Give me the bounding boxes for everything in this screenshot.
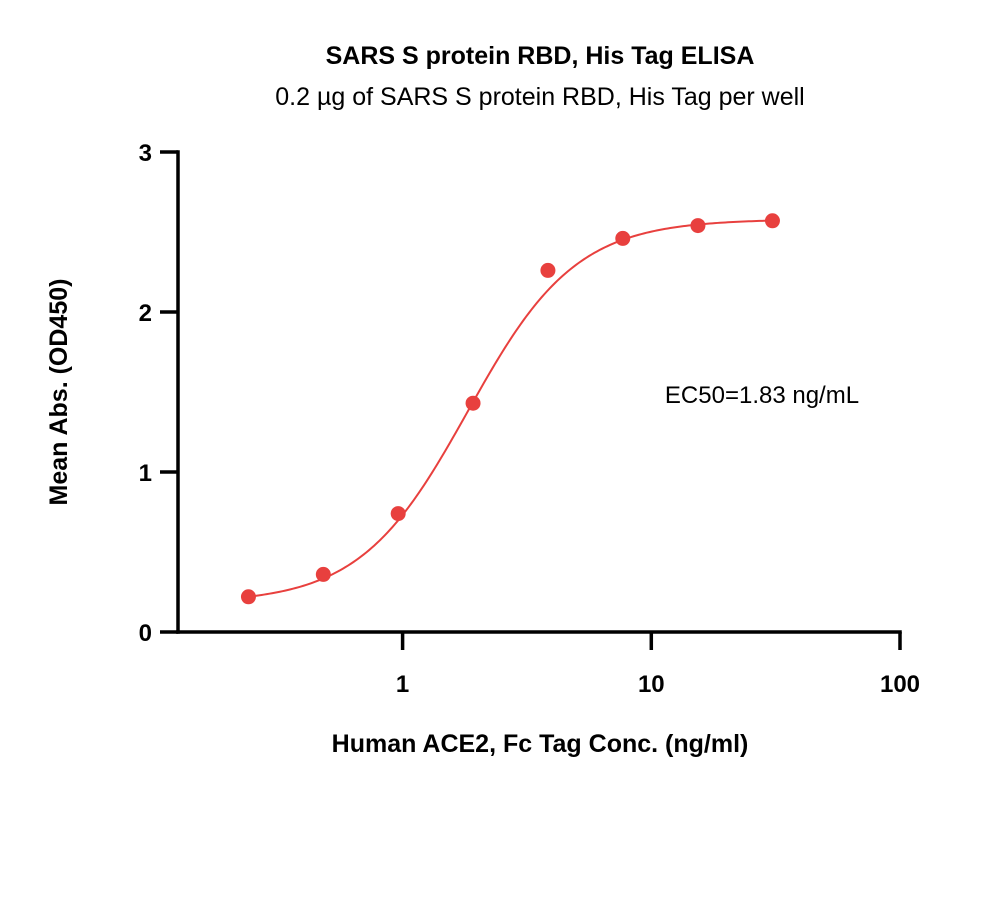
x-tick-label: 1 (396, 671, 409, 698)
data-point (690, 218, 706, 234)
data-point (315, 566, 331, 582)
fit-curve (248, 219, 773, 598)
data-point (465, 395, 481, 411)
chart-title: SARS S protein RBD, His Tag ELISA (326, 42, 755, 70)
data-point (240, 589, 256, 605)
tick-labels-layer: 0 1 2 3 1 10 100 (139, 140, 920, 698)
data-point (540, 262, 556, 278)
ec50-annotation: EC50=1.83 ng/mL (665, 382, 859, 409)
data-point (390, 506, 406, 522)
y-tick-label: 2 (139, 300, 152, 327)
y-tick-label: 1 (139, 460, 152, 487)
data-point (764, 213, 780, 229)
fit-curve-layer (248, 219, 773, 598)
chart-subtitle: 0.2 µg of SARS S protein RBD, His Tag pe… (275, 83, 804, 111)
x-axis-label: Human ACE2, Fc Tag Conc. (ng/ml) (332, 730, 749, 758)
data-point (615, 230, 631, 246)
axes (160, 150, 902, 650)
y-tick-label: 3 (139, 140, 152, 167)
y-axis-label: Mean Abs. (OD450) (45, 279, 73, 506)
x-tick-label: 100 (880, 671, 920, 698)
x-tick-label: 10 (638, 671, 665, 698)
data-points-layer (240, 213, 780, 605)
y-tick-label: 0 (139, 620, 152, 647)
